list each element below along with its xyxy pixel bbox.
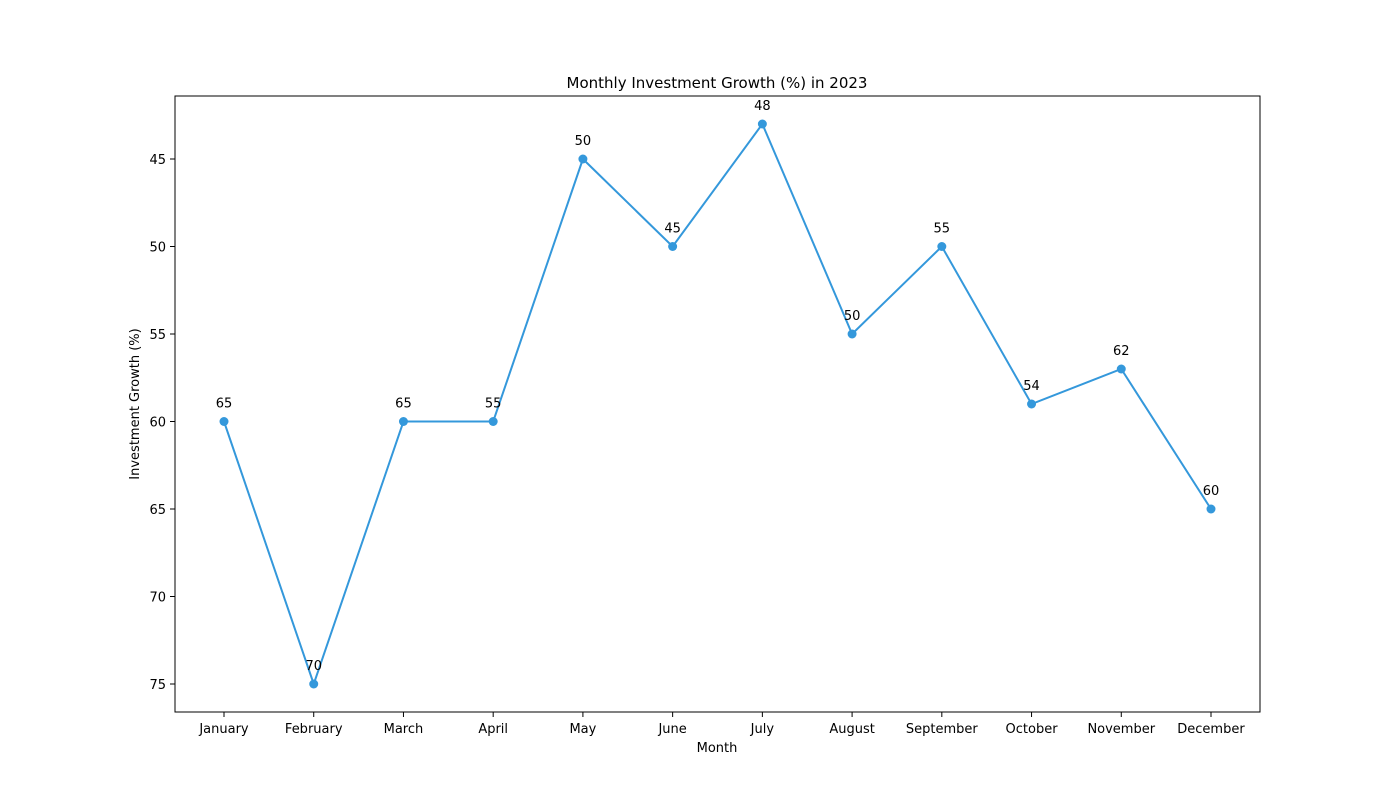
data-point: [578, 154, 588, 164]
x-tick-label: October: [1006, 722, 1059, 737]
data-label: 70: [305, 659, 322, 674]
x-axis: January February March April May June July Augu…: [198, 712, 1245, 737]
x-tick-label: February: [285, 722, 343, 737]
data-point: [488, 417, 498, 426]
y-axis: 45 50 55 60 65 70 75: [149, 153, 175, 693]
data-point: [398, 417, 408, 426]
data-label: 50: [844, 309, 861, 324]
data-label: 45: [664, 222, 681, 237]
data-point: [668, 242, 678, 251]
data-label: 48: [754, 99, 771, 114]
data-point: [309, 679, 319, 689]
y-tick-label: 50: [149, 241, 166, 256]
x-tick-label: September: [906, 722, 979, 737]
x-tick-label: May: [569, 722, 596, 737]
y-tick-label: 45: [149, 153, 166, 168]
x-tick-label: July: [750, 722, 775, 737]
series-line: [223, 121, 1212, 688]
x-tick-label: April: [478, 722, 508, 737]
y-tick-label: 70: [149, 591, 166, 606]
data-label: 55: [485, 397, 502, 412]
x-tick-label: January: [198, 722, 249, 737]
data-point: [1027, 399, 1037, 409]
data-point: [219, 417, 229, 426]
x-tick-label: August: [829, 722, 875, 737]
data-point: [847, 329, 857, 339]
y-axis-title: Investment Growth (%): [128, 328, 143, 479]
x-tick-label: June: [657, 722, 686, 737]
data-label: 54: [1023, 379, 1040, 394]
data-point: [937, 242, 947, 251]
data-label: 50: [575, 134, 592, 149]
data-label: 65: [395, 397, 412, 412]
x-tick-label: March: [384, 722, 424, 737]
series-layer: 65 70 65 55 50 45 48 50 55 54 62 60: [216, 99, 1220, 689]
data-point: [757, 119, 767, 129]
y-tick-label: 65: [149, 503, 166, 518]
data-label: 55: [934, 222, 951, 237]
chart-title: Monthly Investment Growth (%) in 2023: [567, 74, 868, 92]
data-point: [1116, 364, 1126, 374]
x-tick-label: December: [1177, 722, 1245, 737]
plot-frame: [174, 95, 1261, 713]
x-tick-label: November: [1087, 722, 1155, 737]
data-label: 60: [1203, 484, 1220, 499]
data-label: 62: [1113, 344, 1130, 359]
data-label: 65: [216, 397, 233, 412]
x-axis-title: Month: [697, 741, 738, 756]
data-point: [1206, 504, 1216, 514]
y-tick-label: 55: [149, 328, 166, 343]
y-tick-label: 60: [149, 416, 166, 431]
y-tick-label: 75: [149, 678, 166, 693]
